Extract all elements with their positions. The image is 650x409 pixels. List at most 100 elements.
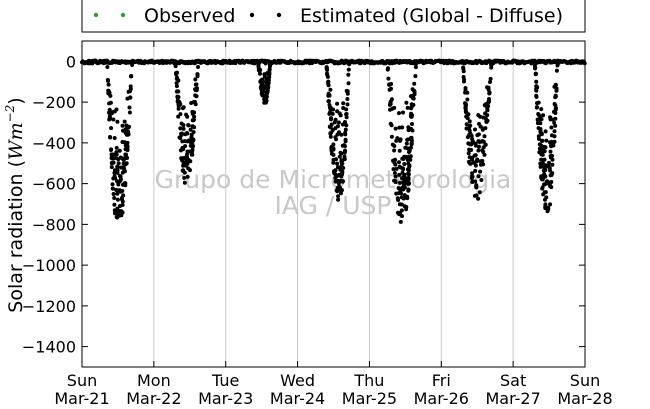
watermark-line1: Grupo de Micrometeorologia	[155, 165, 512, 194]
estimated-point-1081	[338, 178, 343, 183]
estimated-point-1314	[485, 113, 490, 118]
estimated-point-697	[112, 109, 117, 114]
estimated-point-611	[107, 114, 112, 119]
estimated-point-735	[123, 127, 128, 132]
estimated-point-1225	[407, 163, 412, 168]
estimated-point-1231	[388, 121, 393, 126]
estimated-point-1099	[339, 191, 343, 196]
estimated-point-726	[115, 188, 120, 193]
estimated-point-1002	[326, 99, 331, 104]
estimated-point-1312	[479, 162, 483, 167]
estimated-point-1354	[488, 76, 493, 81]
estimated-point-1100	[335, 109, 340, 114]
estimated-point-860	[175, 98, 180, 103]
estimated-point-864	[180, 158, 184, 163]
estimated-point-845	[186, 166, 191, 171]
estimated-point-656	[121, 165, 126, 170]
estimated-point-959	[266, 81, 271, 85]
estimated-point-1093	[333, 179, 338, 184]
estimated-point-1360	[466, 159, 471, 164]
estimated-point-1373	[473, 179, 478, 184]
estimated-point-834	[173, 64, 178, 69]
estimated-point-1492	[535, 121, 540, 126]
estimated-point-1305	[477, 144, 481, 149]
estimated-point-936	[265, 76, 270, 81]
estimated-point-1132	[413, 65, 418, 70]
estimated-point-1301	[473, 127, 477, 132]
estimated-point-1467	[549, 153, 554, 158]
estimated-point-1547	[552, 139, 557, 144]
estimated-point-827	[174, 84, 179, 89]
estimated-point-1395	[487, 91, 492, 96]
estimated-point-1341	[461, 75, 466, 79]
estimated-point-1141	[392, 160, 397, 165]
estimated-point-1069	[339, 132, 344, 137]
estimated-point-856	[176, 104, 181, 109]
estimated-point-664	[109, 147, 114, 152]
estimated-point-1488	[538, 164, 543, 169]
estimated-point-696	[122, 119, 127, 124]
estimated-point-1150	[393, 157, 398, 162]
estimated-point-661	[112, 208, 117, 213]
estimated-point-1051	[341, 166, 346, 170]
estimated-point-1232	[403, 176, 408, 181]
x-tick-day-6: Sat	[500, 371, 526, 390]
estimated-point-1549	[548, 117, 553, 122]
estimated-point-1058	[326, 83, 331, 88]
estimated-point-1327	[476, 148, 481, 153]
estimated-point-967	[328, 87, 333, 92]
estimated-point-1550	[548, 184, 553, 189]
estimated-point-1213	[404, 100, 409, 105]
estimated-point-1095	[346, 72, 351, 77]
estimated-point-1076	[329, 106, 334, 111]
estimated-point-737	[120, 210, 125, 215]
estimated-point-1255	[390, 106, 395, 111]
estimated-point-1258	[387, 87, 392, 92]
x-tick-date-0: Mar-21	[54, 389, 109, 408]
estimated-point-1208	[402, 185, 407, 190]
estimated-point-1070	[343, 139, 348, 144]
estimated-point-1160	[386, 76, 391, 81]
estimated-point-866	[189, 132, 194, 137]
estimated-point-843	[191, 110, 196, 115]
estimated-point-1228	[403, 145, 408, 150]
estimated-point-1291	[478, 169, 483, 174]
estimated-point-1090	[329, 117, 333, 122]
estimated-point-1385	[482, 103, 487, 108]
estimated-point-1257	[411, 96, 416, 101]
estimated-point-1041	[345, 97, 350, 101]
estimated-point-952	[265, 89, 270, 94]
estimated-point-1049	[332, 120, 337, 125]
estimated-point-1037	[332, 171, 337, 176]
legend-box	[81, 0, 586, 33]
estimated-point-1177	[399, 191, 403, 196]
estimated-point-730	[122, 181, 127, 186]
estimated-point-1088	[344, 107, 349, 112]
estimated-point-1198	[406, 187, 411, 192]
estimated-point-1386	[472, 153, 477, 158]
estimated-point-1194	[395, 136, 400, 141]
estimated-point-631	[117, 148, 122, 153]
estimated-point-743	[106, 78, 110, 83]
estimated-point-1054	[346, 81, 351, 86]
estimated-point-713	[120, 197, 124, 202]
estimated-point-1357	[476, 139, 481, 144]
estimated-point-739	[116, 180, 121, 185]
estimated-point-691	[109, 152, 114, 157]
x-tick-day-1: Mon	[137, 371, 171, 390]
legend-observed-label: Observed	[144, 5, 235, 27]
estimated-point-1522	[544, 195, 549, 200]
estimated-point-1143	[391, 167, 396, 172]
estimated-point-1521	[552, 134, 557, 139]
estimated-point-849	[180, 168, 185, 173]
y-tick-label-2: −400	[32, 134, 76, 153]
estimated-point-1246	[408, 157, 413, 162]
estimated-point-1364	[482, 152, 487, 157]
estimated-point-1256	[406, 171, 411, 176]
estimated-point-1537	[539, 148, 544, 153]
estimated-point-996	[327, 103, 332, 107]
estimated-point-1015	[331, 142, 336, 147]
estimated-point-1071	[342, 154, 347, 159]
y-axis-label: Solar radiation (Wm−2)	[3, 97, 27, 312]
estimated-point-1245	[393, 180, 398, 185]
